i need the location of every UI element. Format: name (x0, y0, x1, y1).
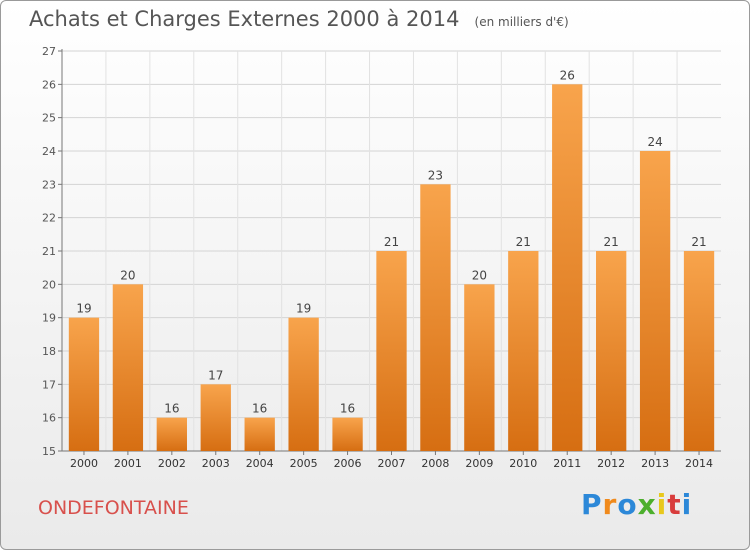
y-tick-label: 16 (42, 412, 56, 425)
commune-name: ONDEFONTAINE (38, 497, 189, 519)
x-tick-label: 2004 (246, 457, 274, 470)
brand-letter: o (617, 488, 638, 521)
bar (683, 251, 715, 451)
bar (112, 284, 144, 451)
bar (288, 317, 319, 451)
x-tick-label: 2013 (641, 457, 669, 470)
bar (332, 417, 363, 451)
x-tick-label: 2003 (202, 457, 230, 470)
bar (639, 151, 671, 451)
y-tick-label: 26 (42, 78, 56, 91)
y-tick-label: 23 (42, 178, 56, 191)
x-tick-label: 2010 (509, 457, 537, 470)
data-label: 20 (120, 268, 135, 282)
data-label: 24 (647, 135, 662, 149)
x-tick-label: 2008 (421, 457, 449, 470)
bar (376, 251, 407, 451)
data-label: 16 (252, 402, 267, 416)
brand-logo: Proxiti (581, 488, 692, 521)
brand-letter: i (681, 488, 693, 521)
y-tick-label: 22 (42, 212, 56, 225)
data-label: 19 (76, 302, 91, 316)
chart-subtitle: (en milliers d'€) (474, 15, 569, 29)
y-tick-label: 27 (42, 45, 56, 58)
x-tick-label: 2014 (685, 457, 713, 470)
data-label: 16 (340, 402, 355, 416)
y-tick-label: 18 (42, 345, 56, 358)
brand-letter: P (581, 488, 603, 521)
bar (420, 184, 451, 452)
data-label: 20 (472, 268, 487, 282)
brand-letter: r (602, 488, 618, 521)
bar (68, 317, 100, 451)
x-tick-label: 2011 (553, 457, 581, 470)
x-tick-label: 2005 (290, 457, 318, 470)
data-label: 21 (516, 235, 531, 249)
y-tick-label: 20 (42, 278, 56, 291)
y-tick-label: 25 (42, 112, 56, 125)
bar (244, 417, 275, 451)
data-label: 21 (691, 235, 706, 249)
bar (596, 251, 627, 451)
data-label: 17 (208, 368, 223, 382)
y-tick-label: 17 (42, 378, 56, 391)
x-tick-label: 2000 (70, 457, 98, 470)
bar (464, 284, 495, 451)
chart-title: Achats et Charges Externes 2000 à 2014 (29, 7, 460, 31)
data-label: 23 (428, 168, 443, 182)
x-tick-label: 2001 (114, 457, 142, 470)
brand-letter: i (656, 488, 668, 521)
y-tick-label: 24 (42, 145, 56, 158)
x-tick-label: 2006 (334, 457, 362, 470)
data-label: 26 (560, 68, 575, 82)
title-line: Achats et Charges Externes 2000 à 2014 (… (29, 7, 569, 31)
x-tick-label: 2007 (378, 457, 406, 470)
bar (508, 251, 539, 451)
data-label: 19 (296, 302, 311, 316)
x-tick-label: 2012 (597, 457, 625, 470)
bar (200, 384, 231, 451)
brand-letter: t (667, 488, 682, 521)
x-tick-label: 2002 (158, 457, 186, 470)
y-tick-label: 19 (42, 312, 56, 325)
data-label: 21 (384, 235, 399, 249)
brand-letter: x (637, 488, 657, 521)
x-tick-label: 2009 (465, 457, 493, 470)
bar (156, 417, 187, 451)
y-tick-label: 21 (42, 245, 56, 258)
data-label: 21 (604, 235, 619, 249)
bar (552, 84, 583, 451)
data-label: 16 (164, 402, 179, 416)
y-tick-label: 15 (42, 445, 56, 458)
